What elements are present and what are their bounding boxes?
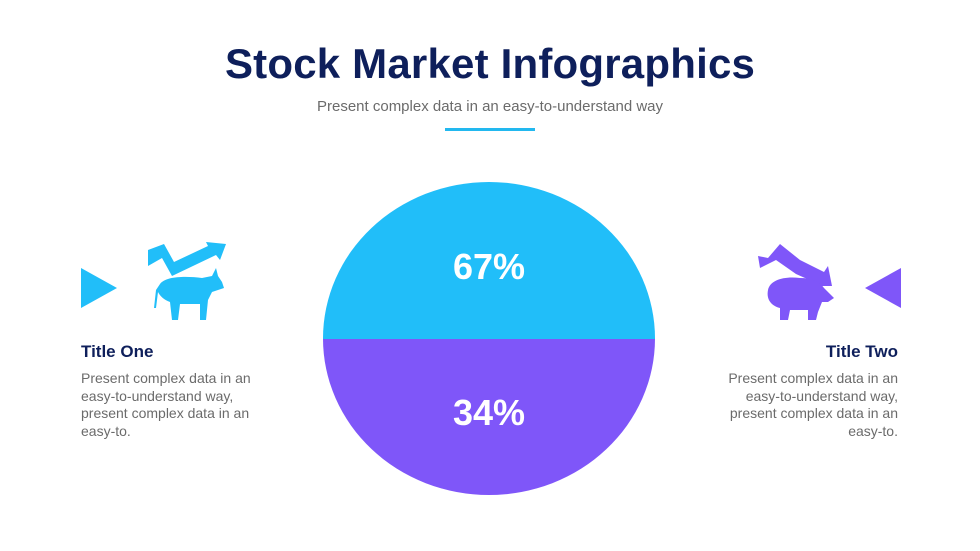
bull-market-icon <box>148 242 226 320</box>
right-panel-text: Present complex data in an easy-to-under… <box>728 370 898 439</box>
page-title: Stock Market Infographics <box>224 40 756 87</box>
pie-label-bottom: 34% <box>452 392 526 433</box>
bear-market-icon <box>758 244 834 320</box>
pie-slice-bear <box>323 338 655 495</box>
left-panel-text: Present complex data in an easy-to-under… <box>81 370 251 439</box>
left-panel-title: Title One <box>81 342 154 361</box>
title-underline <box>445 128 535 131</box>
page-subtitle: Present complex data in an easy-to-under… <box>316 98 664 115</box>
right-panel-title: Title Two <box>825 342 898 361</box>
triangle-left-icon <box>865 268 901 308</box>
pie-chart: 67% 34% <box>323 182 655 495</box>
pie-slice-bull <box>323 182 655 339</box>
triangle-right-icon <box>81 268 117 308</box>
pie-label-top: 67% <box>452 246 526 287</box>
